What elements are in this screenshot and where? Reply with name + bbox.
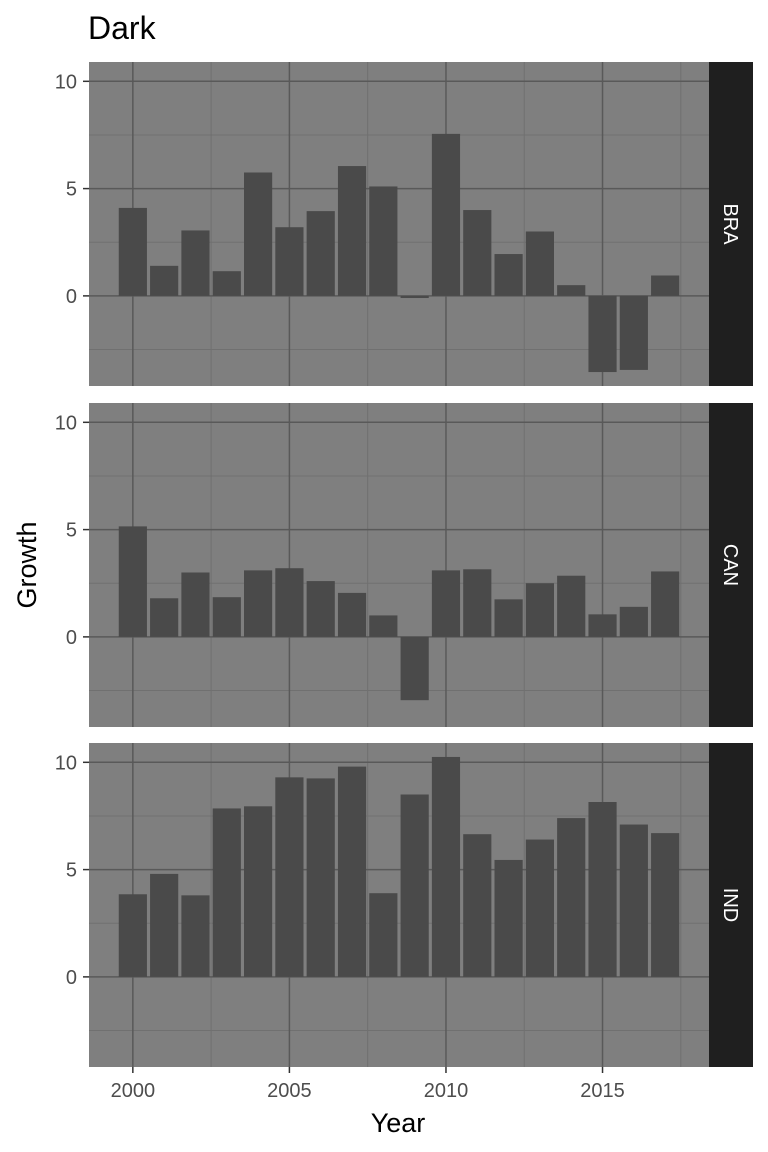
bar-bra-2017	[651, 275, 680, 296]
y-tick-label: 0	[66, 967, 77, 989]
y-tick-label: 0	[66, 627, 77, 649]
bar-can-2015	[588, 614, 617, 637]
bar-can-2010	[431, 570, 461, 637]
bar-ind-2008	[369, 893, 398, 977]
bar-ind-2017	[651, 833, 680, 977]
bar-can-2016	[619, 606, 648, 637]
facet-panel-ind: 0 5 10 IND	[55, 743, 753, 1067]
bar-can-2006	[306, 581, 335, 637]
y-tick-label: 0	[66, 286, 77, 308]
bar-bra-2014	[557, 285, 586, 296]
bar-ind-2013	[525, 839, 554, 977]
bar-ind-2014	[557, 818, 586, 977]
bar-can-2001	[150, 598, 179, 637]
bar-can-2011	[463, 569, 492, 637]
bar-bra-2013	[525, 231, 554, 296]
bar-bra-2007	[337, 166, 367, 296]
bar-can-2012	[494, 599, 523, 637]
y-axis-title: Growth	[12, 521, 42, 608]
bar-can-2004	[244, 570, 273, 637]
x-tick-label: 2015	[580, 1080, 625, 1102]
facet-panel-can: 0 5 10 CAN	[55, 403, 753, 727]
bar-bra-2010	[431, 133, 461, 296]
bar-bra-2000	[118, 207, 147, 296]
bar-can-2017	[651, 571, 680, 637]
facet-strip-label: BRA	[719, 203, 741, 245]
y-tick-label: 10	[55, 412, 77, 434]
bar-can-2014	[557, 575, 586, 637]
bar-ind-2009	[400, 794, 429, 977]
bar-bra-2003	[212, 271, 241, 296]
bar-ind-2015	[588, 802, 617, 977]
bar-can-2007	[337, 592, 367, 637]
bar-can-2000	[118, 526, 147, 637]
bar-bra-2002	[181, 230, 210, 296]
bar-bra-2005	[275, 227, 304, 296]
facet-strip	[709, 62, 753, 386]
bar-bra-2012	[494, 254, 523, 296]
bar-ind-2006	[306, 778, 335, 977]
bar-ind-2000	[118, 894, 147, 977]
bar-ind-2010	[431, 756, 461, 977]
bar-can-2008	[369, 615, 398, 637]
y-tick-label: 5	[66, 179, 77, 201]
x-tick-label: 2005	[267, 1080, 312, 1102]
bar-bra-2011	[463, 210, 492, 296]
bar-ind-2007	[337, 766, 367, 977]
x-axis-title: Year	[371, 1108, 426, 1138]
bar-can-2013	[525, 583, 554, 637]
bar-bra-2009	[400, 295, 429, 299]
facet-panels: 0 5 10 BRA 0 5 10 CAN 0 5 10 IND	[55, 62, 753, 1067]
bar-can-2005	[275, 568, 304, 637]
bar-bra-2001	[150, 265, 179, 296]
bar-can-2003	[212, 597, 241, 637]
bar-ind-2011	[463, 834, 492, 977]
panel-background	[89, 403, 709, 727]
bar-ind-2001	[150, 873, 179, 977]
bar-can-2009	[400, 636, 429, 701]
bar-bra-2006	[306, 211, 335, 296]
bar-bra-2016	[619, 295, 648, 370]
bar-ind-2003	[212, 808, 241, 977]
bar-ind-2002	[181, 895, 210, 977]
bar-ind-2012	[494, 859, 523, 977]
y-tick-label: 5	[66, 520, 77, 542]
facet-strip	[709, 743, 753, 1067]
bar-ind-2016	[619, 824, 648, 977]
bar-bra-2004	[244, 172, 273, 296]
x-tick-label: 2010	[424, 1080, 469, 1102]
y-tick-label: 10	[55, 752, 77, 774]
bar-ind-2004	[244, 806, 273, 977]
bar-bra-2015	[588, 295, 617, 373]
chart-title: Dark	[88, 10, 157, 46]
x-axis: 2000 2005 2010 2015	[111, 1067, 625, 1102]
facet-strip-label: IND	[719, 888, 741, 922]
y-tick-label: 10	[55, 71, 77, 93]
x-tick-label: 2000	[111, 1080, 156, 1102]
bar-ind-2005	[275, 777, 304, 977]
bar-can-2002	[181, 572, 210, 637]
facet-panel-bra: 0 5 10 BRA	[55, 62, 753, 386]
facet-strip-label: CAN	[719, 544, 741, 586]
y-tick-label: 5	[66, 860, 77, 882]
facet-strip	[709, 403, 753, 727]
bar-bra-2008	[369, 186, 398, 296]
